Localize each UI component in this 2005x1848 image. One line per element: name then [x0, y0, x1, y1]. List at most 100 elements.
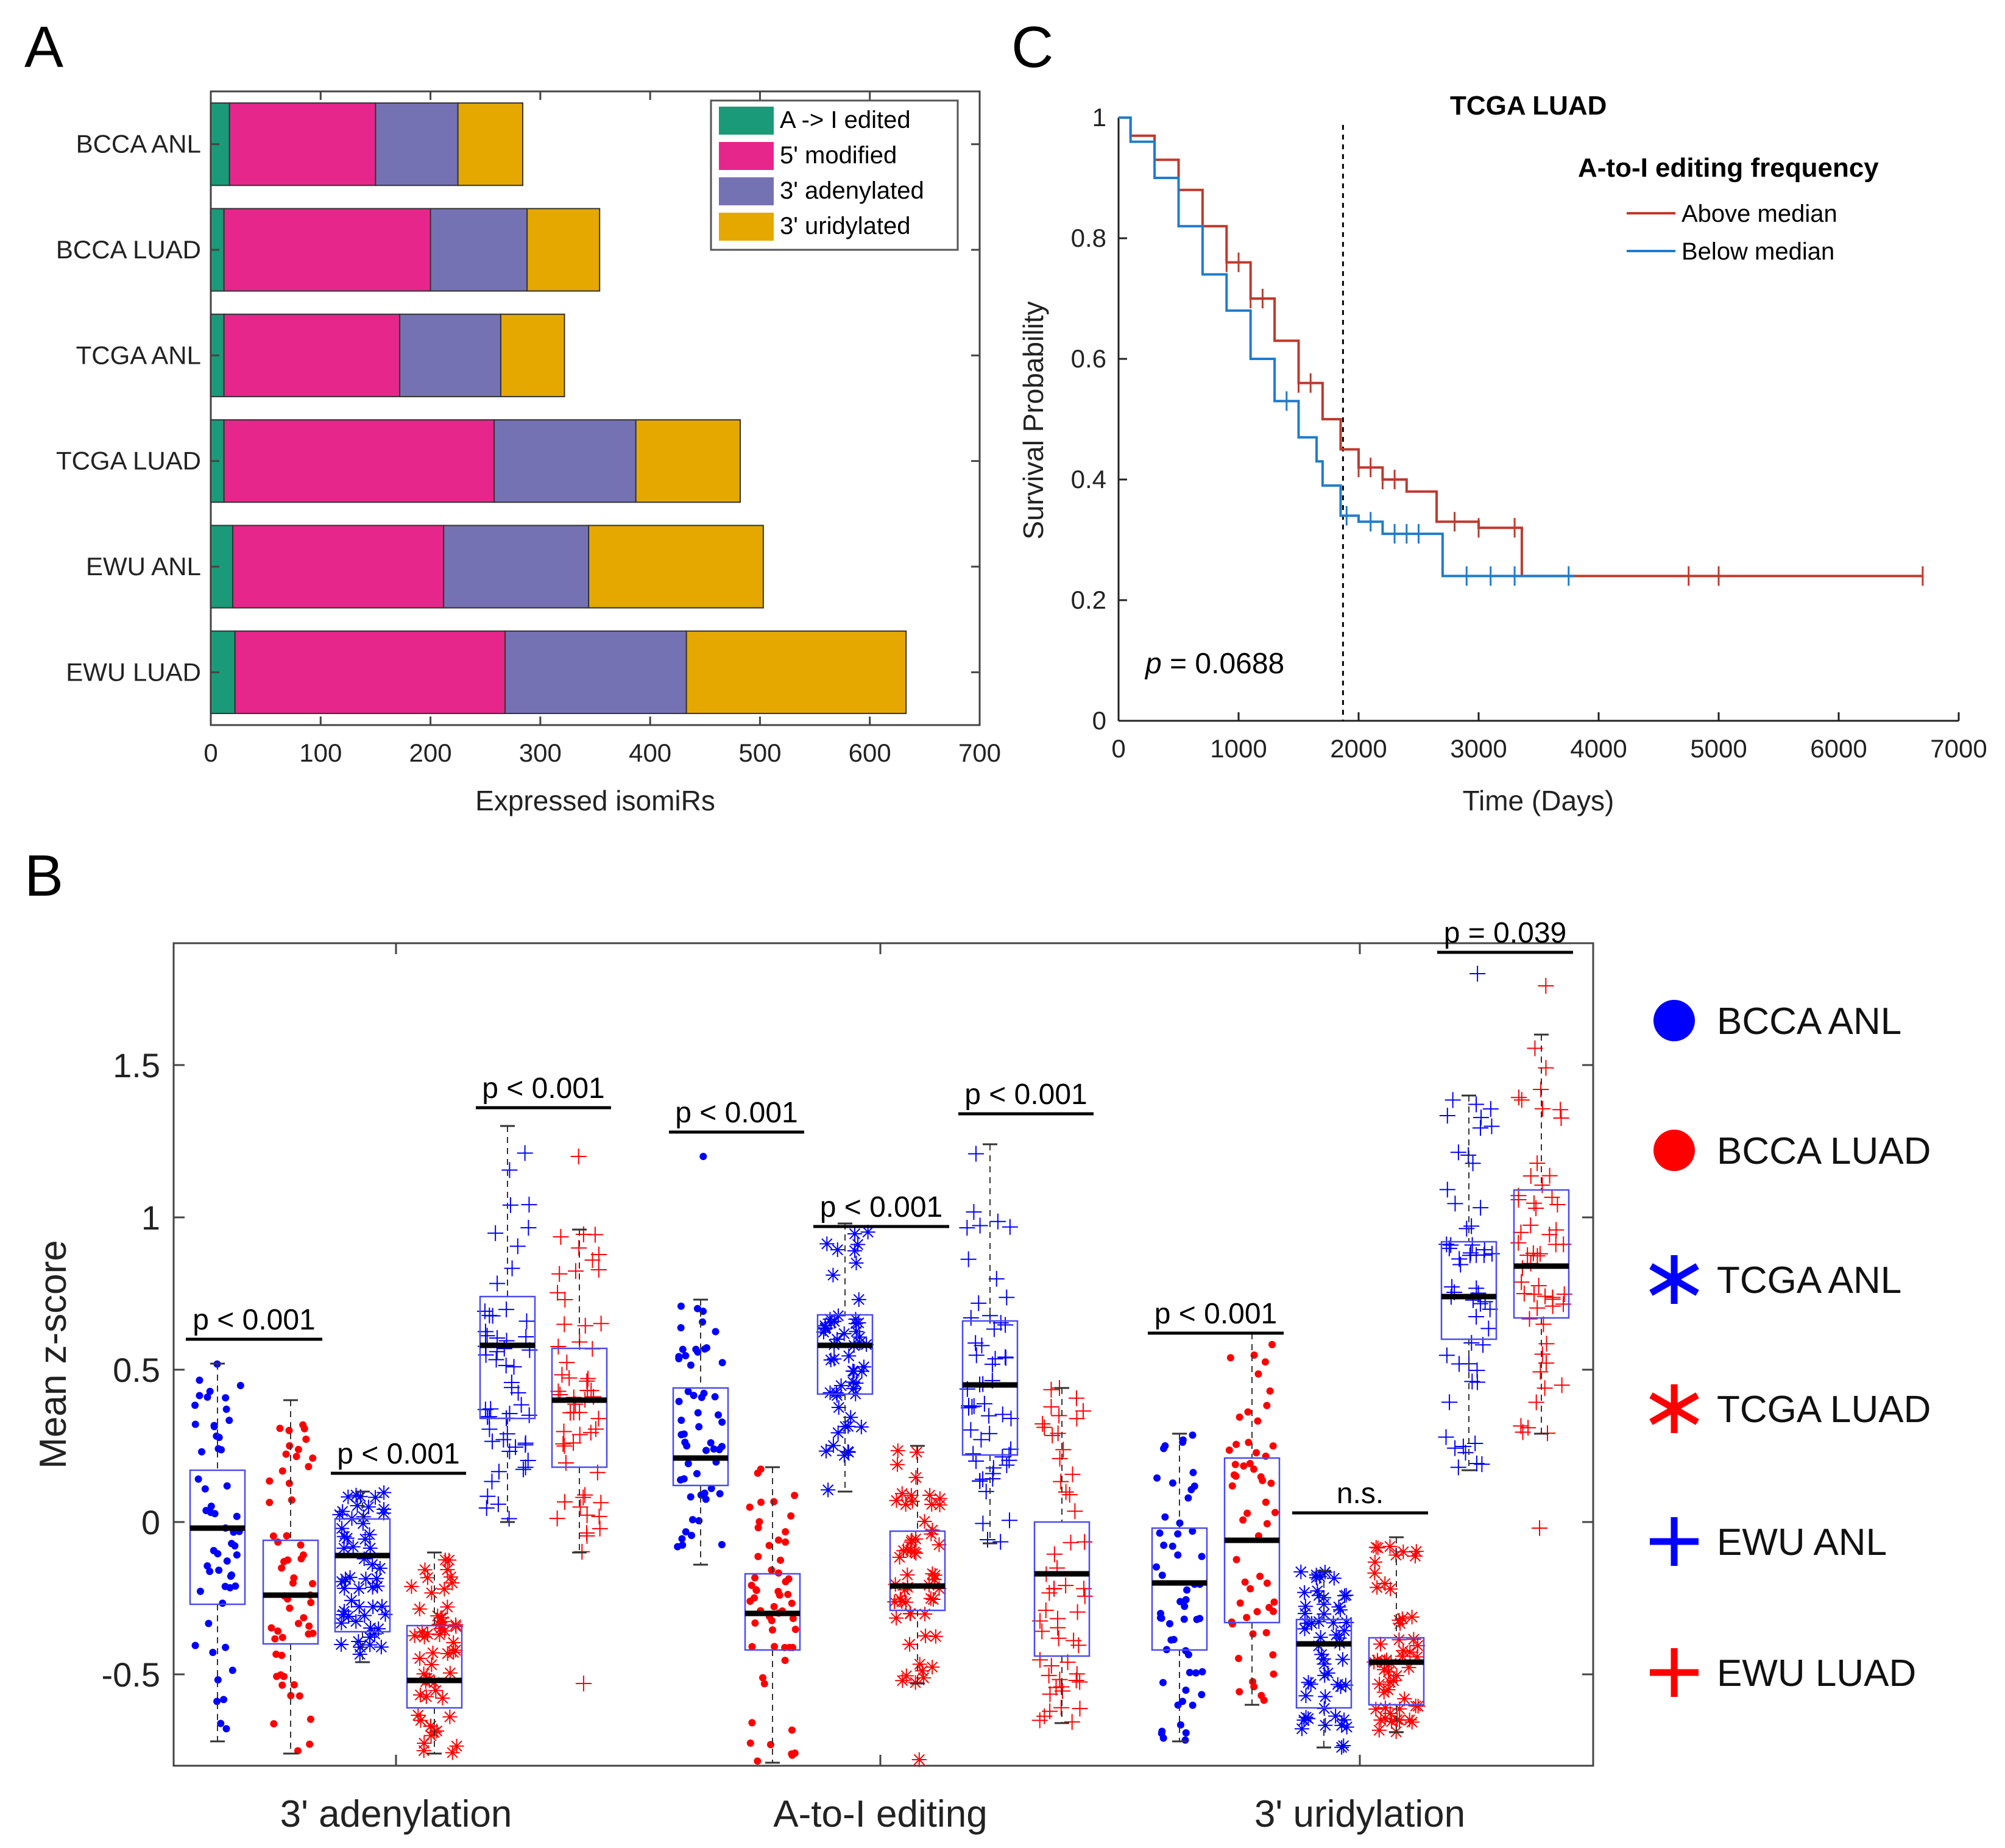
point-3-adenylation-tcga-luad [446, 1644, 461, 1660]
point-3-uridylation-tcga-anl [1298, 1688, 1314, 1704]
point-a-to-i-editing-tcga-anl-stroke [824, 1387, 836, 1398]
point-a-to-i-editing-tcga-anl [827, 1351, 842, 1367]
point-3-adenylation-ewu-luad [592, 1520, 608, 1537]
panel-a-axes-box [210, 90, 981, 726]
point-3-adenylation-bcca-anl [223, 1557, 231, 1565]
point-3-uridylation-bcca-anl [1158, 1571, 1166, 1579]
panel-c-p-symbol: p [1144, 648, 1162, 680]
point-3-adenylation-tcga-luad [425, 1645, 440, 1660]
point-a-to-i-editing-ewu-luad [1068, 1390, 1084, 1406]
point-3-adenylation-tcga-luad-stroke [451, 1740, 462, 1752]
point-a-to-i-editing-bcca-luad [781, 1657, 789, 1665]
point-3-adenylation-tcga-anl-stroke [336, 1523, 348, 1534]
point-3-adenylation-tcga-anl [345, 1539, 361, 1554]
point-3-adenylation-bcca-anl [214, 1445, 222, 1453]
bar-tcga-anl-3-uridylated [500, 313, 565, 397]
point-3-uridylation-bcca-luad [1231, 1460, 1239, 1468]
point-a-to-i-editing-tcga-luad [927, 1568, 942, 1583]
point-a-to-i-editing-ewu-luad [1064, 1466, 1081, 1482]
point-3-uridylation-tcga-anl-stroke [1338, 1714, 1350, 1726]
outlier-point [1532, 1520, 1548, 1536]
point-3-adenylation-bcca-luad [266, 1498, 274, 1506]
point-3-adenylation-tcga-anl-stroke [359, 1610, 370, 1621]
point-3-uridylation-ewu-anl [1464, 1373, 1480, 1390]
point-a-to-i-editing-bcca-anl [718, 1443, 726, 1451]
point-3-adenylation-tcga-anl [362, 1540, 378, 1556]
point-a-to-i-editing-ewu-luad [1055, 1442, 1072, 1458]
point-3-uridylation-tcga-luad [1391, 1632, 1407, 1648]
point-3-uridylation-ewu-luad [1538, 1060, 1554, 1076]
point-a-to-i-editing-bcca-anl [694, 1348, 702, 1356]
point-3-uridylation-tcga-luad [1404, 1610, 1420, 1625]
point-3-adenylation-bcca-luad [277, 1671, 285, 1679]
point-3-adenylation-ewu-luad [579, 1507, 595, 1523]
point-3-adenylation-bcca-luad [306, 1740, 314, 1748]
point-3-uridylation-tcga-luad-stroke [1373, 1724, 1385, 1736]
point-3-adenylation-tcga-anl-stroke [367, 1601, 379, 1613]
point-3-uridylation-bcca-luad [1232, 1556, 1240, 1563]
point-3-adenylation-ewu-luad [555, 1436, 571, 1452]
point-a-to-i-editing-tcga-anl-stroke [827, 1269, 839, 1281]
point-3-adenylation-bcca-luad [297, 1541, 305, 1549]
point-3-uridylation-tcga-luad [1396, 1643, 1411, 1659]
bracket-label: p < 0.001 [964, 1078, 1087, 1111]
point-a-to-i-editing-bcca-luad [754, 1552, 762, 1560]
point-3-uridylation-tcga-luad [1410, 1638, 1426, 1653]
point-a-to-i-editing-bcca-luad [771, 1643, 779, 1651]
point-a-to-i-editing-ewu-luad [1043, 1658, 1059, 1674]
point-a-to-i-editing-bcca-anl [679, 1345, 687, 1353]
point-a-to-i-editing-bcca-anl [677, 1324, 685, 1332]
point-3-uridylation-ewu-luad [1521, 1311, 1538, 1327]
point-a-to-i-editing-tcga-anl [829, 1388, 844, 1403]
point-a-to-i-editing-tcga-luad [903, 1534, 919, 1549]
point-3-uridylation-tcga-anl [1313, 1630, 1328, 1645]
point-3-uridylation-bcca-luad [1249, 1630, 1257, 1638]
point-a-to-i-editing-tcga-anl [841, 1418, 856, 1434]
point-a-to-i-editing-ewu-luad [1075, 1403, 1091, 1419]
point-3-uridylation-bcca-anl [1158, 1729, 1165, 1737]
point-3-adenylation-tcga-luad-stroke [439, 1583, 450, 1595]
point-3-uridylation-ewu-luad [1552, 1102, 1569, 1118]
panel-a-bar-chart: BCCA ANL BCCA LUAD TCGA ANL TCGA LUAD EWU AN… [56, 90, 1001, 816]
point-3-adenylation-ewu-anl [490, 1496, 506, 1512]
y-tick-label: 0.2 [1071, 586, 1106, 614]
point-3-adenylation-bcca-luad [283, 1532, 291, 1540]
point-a-to-i-editing-ewu-luad [1058, 1577, 1074, 1594]
point-3-uridylation-tcga-luad [1389, 1668, 1404, 1683]
x-tick-label: 4000 [1570, 734, 1627, 763]
point-3-uridylation-tcga-luad-stroke [1397, 1645, 1409, 1657]
point-a-to-i-editing-ewu-luad [1041, 1585, 1058, 1601]
point-3-uridylation-ewu-luad [1549, 1196, 1566, 1213]
point-a-to-i-editing-ewu-luad [1053, 1699, 1069, 1716]
point-a-to-i-editing-bcca-anl [690, 1392, 698, 1400]
point-a-to-i-editing-tcga-luad [903, 1606, 918, 1621]
point-a-to-i-editing-tcga-anl [841, 1348, 857, 1364]
point-a-to-i-editing-tcga-luad [925, 1660, 940, 1675]
point-a-to-i-editing-tcga-luad-stroke [930, 1630, 941, 1642]
point-a-to-i-editing-tcga-luad-stroke [920, 1630, 932, 1641]
point-a-to-i-editing-tcga-luad [890, 1443, 905, 1458]
legend-label-tcga-luad: TCGA LUAD [1717, 1389, 1931, 1431]
point-3-uridylation-ewu-anl [1473, 1200, 1489, 1216]
panel-c-survival-chart: 0 1000 2000 3000 4000 5000 6000 7000 0 0.2 0.4 0.6 0… [1017, 91, 1987, 816]
point-a-to-i-editing-tcga-anl [822, 1385, 838, 1400]
point-3-uridylation-bcca-anl [1189, 1468, 1197, 1476]
point-3-uridylation-ewu-luad [1534, 1100, 1551, 1117]
point-3-adenylation-ewu-anl [478, 1500, 495, 1517]
point-3-adenylation-tcga-anl [361, 1499, 376, 1515]
point-3-adenylation-ewu-anl [520, 1219, 537, 1236]
point-3-adenylation-tcga-luad [412, 1651, 428, 1666]
point-a-to-i-editing-bcca-anl [694, 1409, 702, 1417]
point-3-adenylation-tcga-luad [413, 1713, 428, 1728]
legend-label-bcca-anl: BCCA ANL [1717, 1000, 1901, 1043]
point-a-to-i-editing-bcca-anl [698, 1393, 705, 1401]
panel-letter-a: A [24, 15, 63, 80]
point-3-uridylation-bcca-anl [1169, 1479, 1176, 1487]
point-3-uridylation-bcca-anl [1179, 1438, 1187, 1446]
point-a-to-i-editing-ewu-anl [987, 1351, 1003, 1367]
point-a-to-i-editing-tcga-anl-stroke [850, 1257, 862, 1269]
bracket-label: n.s. [1337, 1478, 1384, 1510]
outlier-point-stroke [913, 1754, 925, 1766]
point-a-to-i-editing-tcga-luad-stroke [926, 1498, 938, 1510]
point-3-adenylation-tcga-anl-stroke [353, 1583, 365, 1595]
